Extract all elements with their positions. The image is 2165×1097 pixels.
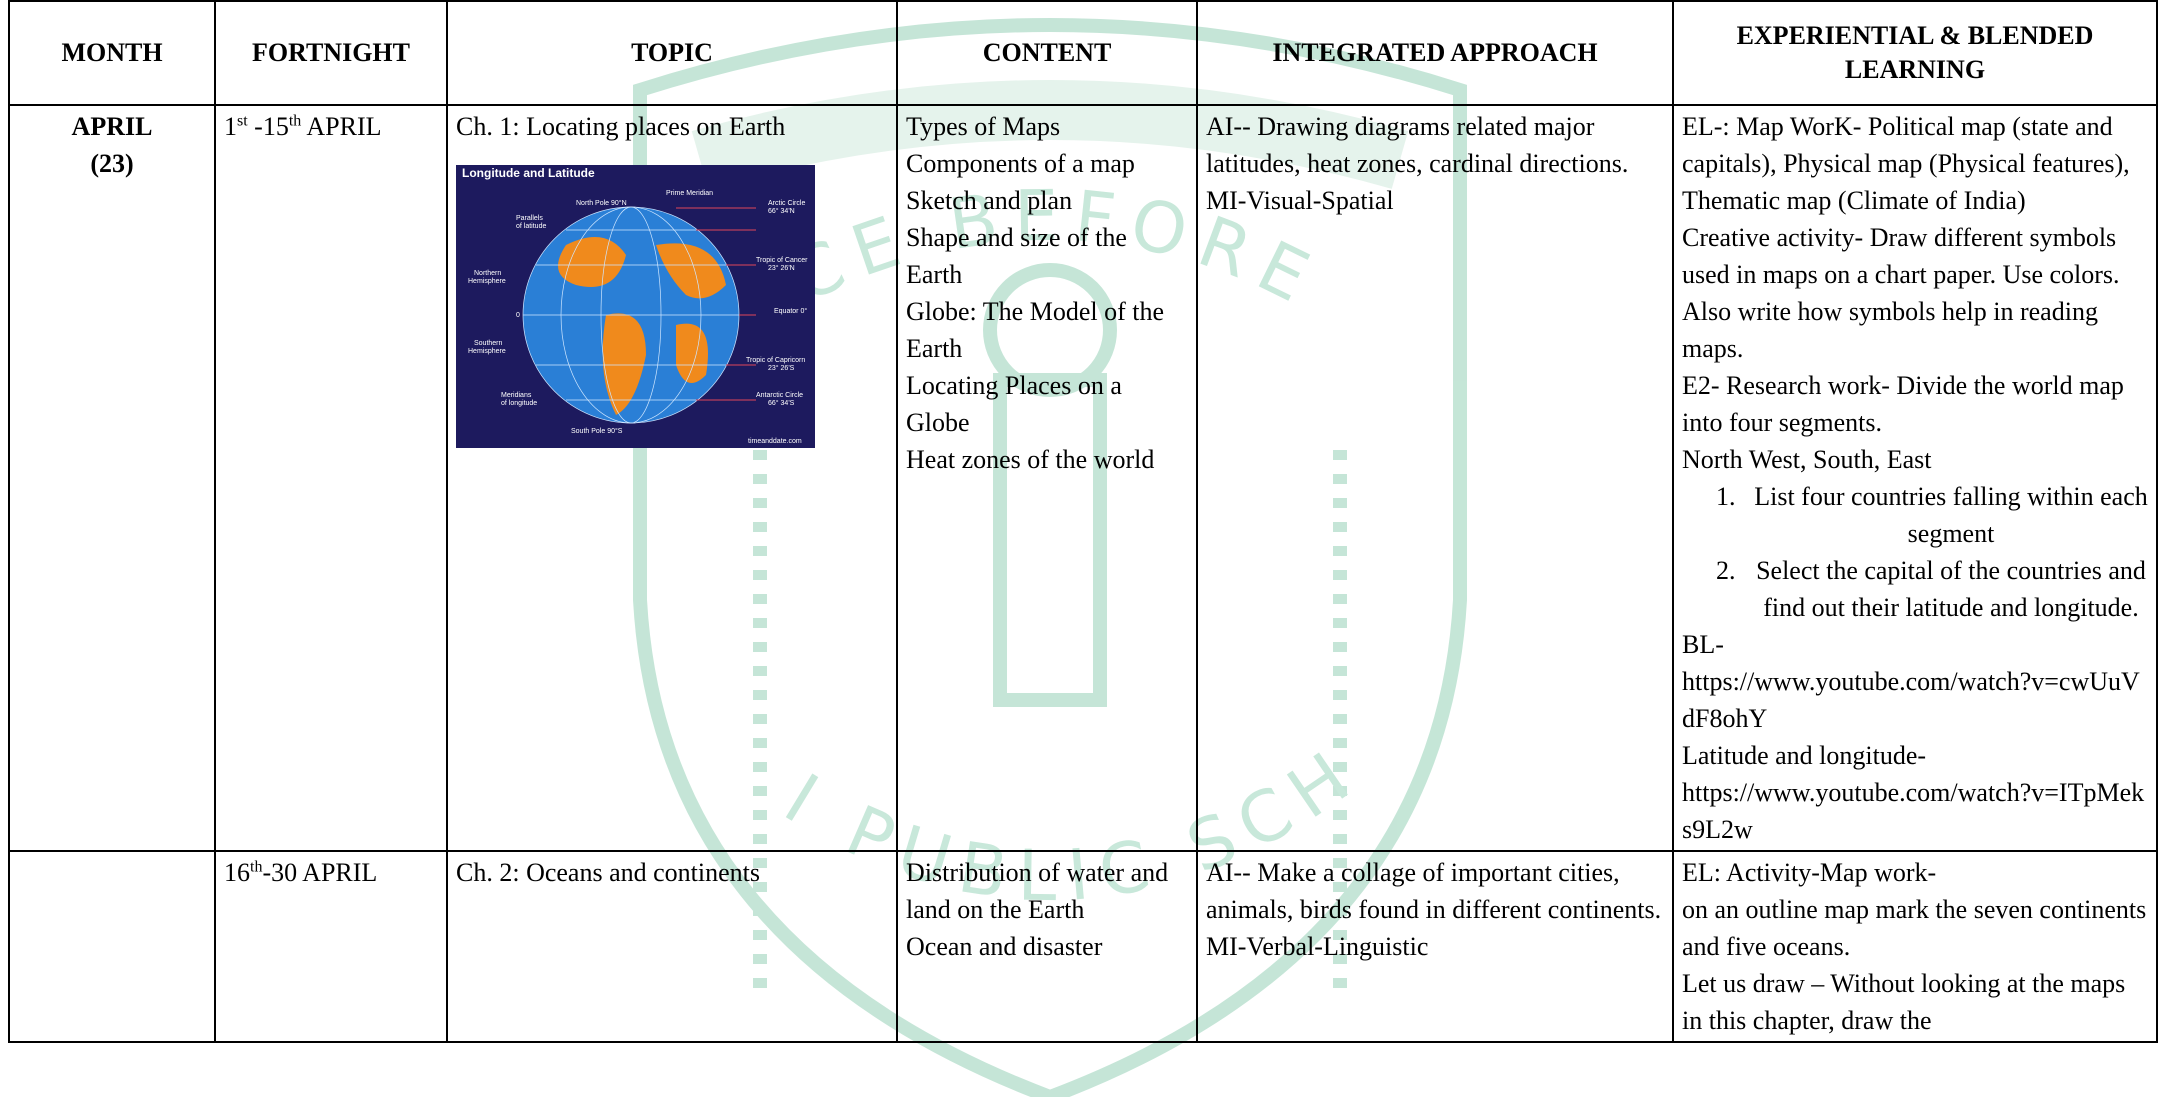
figure-title: Longitude and Latitude bbox=[462, 166, 595, 180]
list-item: 2. Select the capital of the countries an… bbox=[1682, 552, 2148, 626]
figure-label: Parallels bbox=[516, 215, 543, 222]
figure-label: Antarctic Circle bbox=[756, 392, 803, 399]
experiential-cell: EL-: Map WorK- Political map (state and … bbox=[1672, 104, 2158, 852]
figure-label: Prime Meridian bbox=[666, 190, 713, 197]
month: APRIL bbox=[71, 112, 153, 141]
figure-label: 23° 26'N bbox=[768, 264, 795, 272]
experiential-item: BL- bbox=[1682, 630, 1724, 659]
content-item: Types of Maps bbox=[906, 112, 1061, 141]
content-item: Sketch and plan bbox=[906, 186, 1073, 215]
figure-label: of latitude bbox=[516, 223, 546, 230]
header-cell: TOPIC bbox=[446, 0, 898, 106]
fortnight-text: -30 APRIL bbox=[262, 858, 378, 887]
list-text: Select the capital of the countries and … bbox=[1756, 556, 2146, 622]
experiential-item: E2- Research work- Divide the world map … bbox=[1682, 371, 2124, 437]
content-item: Shape and size of the Earth bbox=[906, 223, 1127, 289]
topic: Ch. 1: Locating places on Earth bbox=[456, 112, 786, 141]
figure-label: Tropic of Capricorn bbox=[746, 357, 805, 364]
figure-label: South Pole 90°S bbox=[571, 427, 623, 435]
continents bbox=[558, 237, 726, 415]
content-item: Locating Places on a Globe bbox=[906, 371, 1122, 437]
globe-figure: Longitude and Latitude North Pole 90°N P… bbox=[456, 165, 815, 448]
topic: Ch. 2: Oceans and continents bbox=[456, 858, 760, 887]
fortnight-cell: 16th-30 APRIL bbox=[214, 850, 448, 1043]
fortnight-sup: th bbox=[288, 112, 302, 130]
month-cell bbox=[8, 850, 216, 1043]
content-item: Globe: The Model of the Earth bbox=[906, 297, 1165, 363]
figure-label: 0 bbox=[516, 312, 520, 319]
header-row: MONTH FORTNIGHT TOPIC CONTENT INTEGRATED… bbox=[8, 0, 2158, 106]
header-cell: MONTH bbox=[8, 0, 216, 106]
content-item: Distribution of water and land on the Ea… bbox=[906, 858, 1169, 924]
label-leaders bbox=[676, 207, 756, 401]
fortnight-cell: 1st -15th APRIL bbox=[214, 104, 448, 852]
list-text: List four countries falling within each … bbox=[1754, 482, 2148, 548]
figure-label: Equator 0° bbox=[774, 307, 807, 315]
experiential-item: Creative activity- Draw different symbol… bbox=[1682, 223, 2120, 363]
figure-label: timeanddate.com bbox=[748, 438, 802, 445]
month-cell: APRIL (23) bbox=[8, 104, 216, 852]
experiential-item: Latitude and longitude- bbox=[1682, 741, 1927, 770]
fortnight-text: 16 bbox=[224, 858, 250, 887]
month-days: (23) bbox=[90, 149, 134, 178]
figure-label: 23° 26'S bbox=[768, 364, 795, 372]
figure-label: Tropic of Cancer bbox=[756, 257, 808, 264]
header-cell: FORTNIGHT bbox=[214, 0, 448, 106]
content-cell: Distribution of water and land on the Ea… bbox=[896, 850, 1198, 1043]
content-cell: Types of Maps Components of a map Sketch a… bbox=[896, 104, 1198, 852]
figure-label: North Pole 90°N bbox=[576, 199, 627, 207]
figure-label: Southern bbox=[474, 340, 503, 347]
figure-label: 66° 34'N bbox=[768, 207, 795, 215]
fortnight-sup: st bbox=[237, 112, 248, 130]
fortnight-text: -15 bbox=[247, 112, 289, 141]
experiential-item: Let us draw – Without looking at the map… bbox=[1682, 969, 2126, 1035]
experiential-item: EL: Activity-Map work- bbox=[1682, 858, 1937, 887]
content-item: Components of a map bbox=[906, 149, 1135, 178]
fortnight-sup: th bbox=[250, 858, 263, 876]
figure-label: of longitude bbox=[501, 400, 537, 407]
row: APRIL (23) 1st -15th APRIL Ch. 1: Locatin… bbox=[8, 104, 2158, 852]
integrated-item: MI-Visual-Spatial bbox=[1206, 186, 1394, 215]
fortnight-text: 1 bbox=[224, 112, 237, 141]
experiential-item: on an outline map mark the seven contine… bbox=[1682, 895, 2147, 961]
figure-label: Hemisphere bbox=[468, 348, 506, 355]
content-item: Ocean and disaster bbox=[906, 932, 1103, 961]
topic-cell: Ch. 2: Oceans and continents bbox=[446, 850, 898, 1043]
topic-cell: Ch. 1: Locating places on Earth Longitud… bbox=[446, 104, 898, 852]
experiential-item: North West, South, East bbox=[1682, 445, 1932, 474]
integrated-item: AI-- Drawing diagrams related major lati… bbox=[1206, 112, 1629, 178]
fortnight-text: APRIL bbox=[301, 112, 382, 141]
integrated-item: MI-Verbal-Linguistic bbox=[1206, 932, 1429, 961]
experiential-item: https://www.youtube.com/watch?v=ITpMeks9… bbox=[1682, 778, 2145, 844]
syllabus-table: MONTH FORTNIGHT TOPIC CONTENT INTEGRATED… bbox=[8, 0, 2158, 1043]
figure-label: Meridians bbox=[501, 392, 532, 399]
experiential-item: https://www.youtube.com/watch?v=cwUuVdF8… bbox=[1682, 667, 2140, 733]
graticule bbox=[522, 206, 740, 424]
integrated-cell: AI-- Make a collage of important cities,… bbox=[1196, 850, 1674, 1043]
list-number: 1. bbox=[1716, 482, 1736, 511]
header-cell: INTEGRATED APPROACH bbox=[1196, 0, 1674, 106]
figure-label: Arctic Circle bbox=[768, 200, 805, 207]
header-cell: EXPERIENTIAL & BLENDED LEARNING bbox=[1672, 0, 2158, 106]
experiential-cell: EL: Activity-Map work-on an outline map … bbox=[1672, 850, 2158, 1043]
content-item: Heat zones of the world bbox=[906, 445, 1155, 474]
list-number: 2. bbox=[1716, 556, 1736, 585]
list-item: 1. List four countries falling within eac… bbox=[1682, 478, 2148, 552]
integrated-cell: AI-- Drawing diagrams related major lati… bbox=[1196, 104, 1674, 852]
experiential-item: EL-: Map WorK- Political map (state and … bbox=[1682, 112, 2130, 215]
row: 16th-30 APRIL Ch. 2: Oceans and continen… bbox=[8, 850, 2158, 1043]
header-cell: CONTENT bbox=[896, 0, 1198, 106]
integrated-item: AI-- Make a collage of important cities,… bbox=[1206, 858, 1662, 924]
figure-label: Northern bbox=[474, 270, 501, 277]
figure-label: 66° 34'S bbox=[768, 399, 795, 407]
figure-label: Hemisphere bbox=[468, 278, 506, 285]
